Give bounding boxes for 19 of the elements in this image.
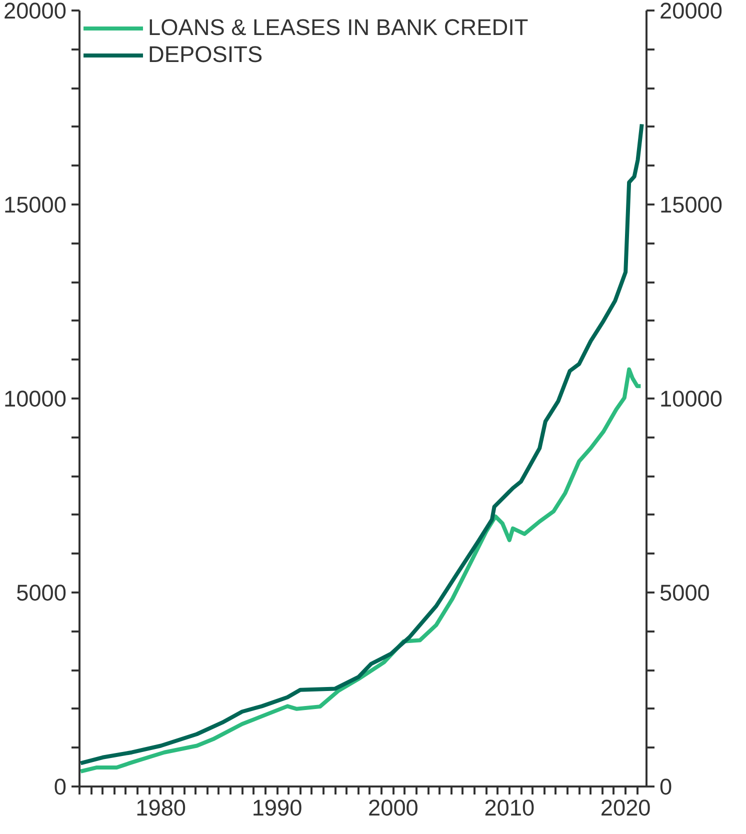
y-tick-label: 10000 [4, 386, 67, 412]
line-series [80, 367, 643, 774]
y-tick-label: 20000 [4, 0, 67, 24]
line-series [80, 122, 644, 766]
x-tick-label: 2020 [600, 794, 651, 820]
y2-tick-label: 15000 [660, 192, 723, 218]
x-tick-label: 1990 [252, 794, 302, 820]
y2-tick-label: 10000 [660, 386, 723, 412]
y2-tick-label: 5000 [660, 580, 710, 606]
y2-tick-label: 20000 [660, 0, 723, 24]
y2-tick-label: 0 [660, 774, 672, 800]
x-tick-label: 2000 [368, 794, 418, 820]
legend-label: LOANS & LEASES IN BANK CREDIT [148, 14, 528, 41]
x-tick-label: 2010 [484, 794, 535, 820]
y-tick-label: 0 [54, 774, 67, 800]
x-tick-label: 1980 [136, 794, 186, 820]
legend-label: DEPOSITS [148, 41, 263, 68]
y-tick-label: 15000 [4, 192, 67, 218]
y-tick-label: 5000 [16, 580, 67, 606]
